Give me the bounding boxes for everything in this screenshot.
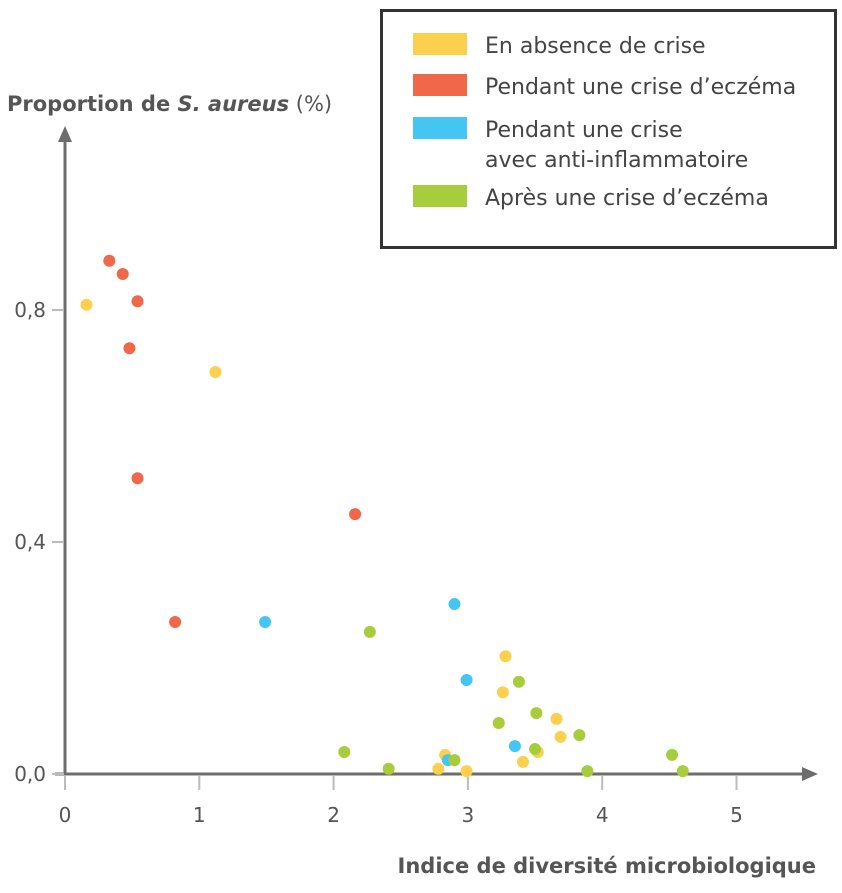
data-point bbox=[508, 740, 521, 753]
data-point bbox=[460, 674, 473, 687]
data-point bbox=[349, 508, 362, 521]
data-point bbox=[448, 598, 461, 611]
data-point bbox=[338, 745, 351, 758]
data-point bbox=[460, 765, 473, 778]
x-tick-label: 5 bbox=[730, 803, 743, 827]
data-point bbox=[581, 765, 594, 778]
legend-swatch bbox=[413, 117, 467, 139]
data-point bbox=[123, 342, 136, 355]
y-tick-label: 0,4 bbox=[14, 530, 46, 554]
data-point bbox=[554, 730, 567, 743]
data-point bbox=[676, 765, 689, 778]
y-tick-label: 0,0 bbox=[14, 762, 46, 786]
data-point bbox=[573, 729, 586, 742]
legend-label: avec anti-inflammatoire bbox=[485, 148, 748, 173]
data-point bbox=[666, 748, 679, 761]
legend-label: Après une crise d’eczéma bbox=[485, 186, 769, 211]
data-point bbox=[363, 625, 376, 638]
data-point bbox=[80, 298, 93, 311]
y-tick-label: 0,8 bbox=[14, 298, 46, 322]
legend-label: Pendant une crise bbox=[485, 118, 683, 143]
legend-label: Pendant une crise d’eczéma bbox=[485, 75, 796, 100]
data-point bbox=[131, 295, 144, 308]
x-axis-arrow bbox=[802, 767, 818, 781]
data-point bbox=[512, 675, 525, 688]
data-point bbox=[496, 686, 509, 699]
data-point bbox=[209, 366, 222, 379]
data-point bbox=[169, 616, 182, 629]
legend-swatch bbox=[413, 185, 467, 207]
data-point bbox=[550, 712, 563, 725]
legend: En absence de crise Pendant une crise d’e… bbox=[380, 9, 837, 249]
data-point bbox=[492, 716, 505, 729]
data-point bbox=[499, 650, 512, 663]
data-point bbox=[516, 755, 529, 768]
legend-swatch bbox=[413, 74, 467, 96]
data-point bbox=[530, 707, 543, 720]
x-tick-label: 3 bbox=[462, 803, 475, 827]
data-point bbox=[131, 472, 144, 485]
x-tick-label: 0 bbox=[59, 803, 72, 827]
x-axis-label: Indice de diversité microbiologique bbox=[398, 854, 816, 878]
data-point bbox=[382, 762, 395, 775]
legend-label: En absence de crise bbox=[485, 34, 706, 59]
data-point bbox=[259, 616, 272, 629]
x-tick-label: 1 bbox=[193, 803, 206, 827]
data-point bbox=[103, 254, 116, 267]
x-tick-label: 2 bbox=[327, 803, 340, 827]
y-axis-arrow bbox=[58, 126, 72, 142]
data-point bbox=[432, 762, 445, 775]
x-tick-label: 4 bbox=[596, 803, 609, 827]
data-point bbox=[116, 268, 129, 281]
legend-swatch bbox=[413, 33, 467, 55]
y-axis-label: Proportion de S. aureus (%) bbox=[7, 92, 332, 116]
data-point bbox=[448, 754, 461, 767]
data-point bbox=[529, 743, 542, 756]
